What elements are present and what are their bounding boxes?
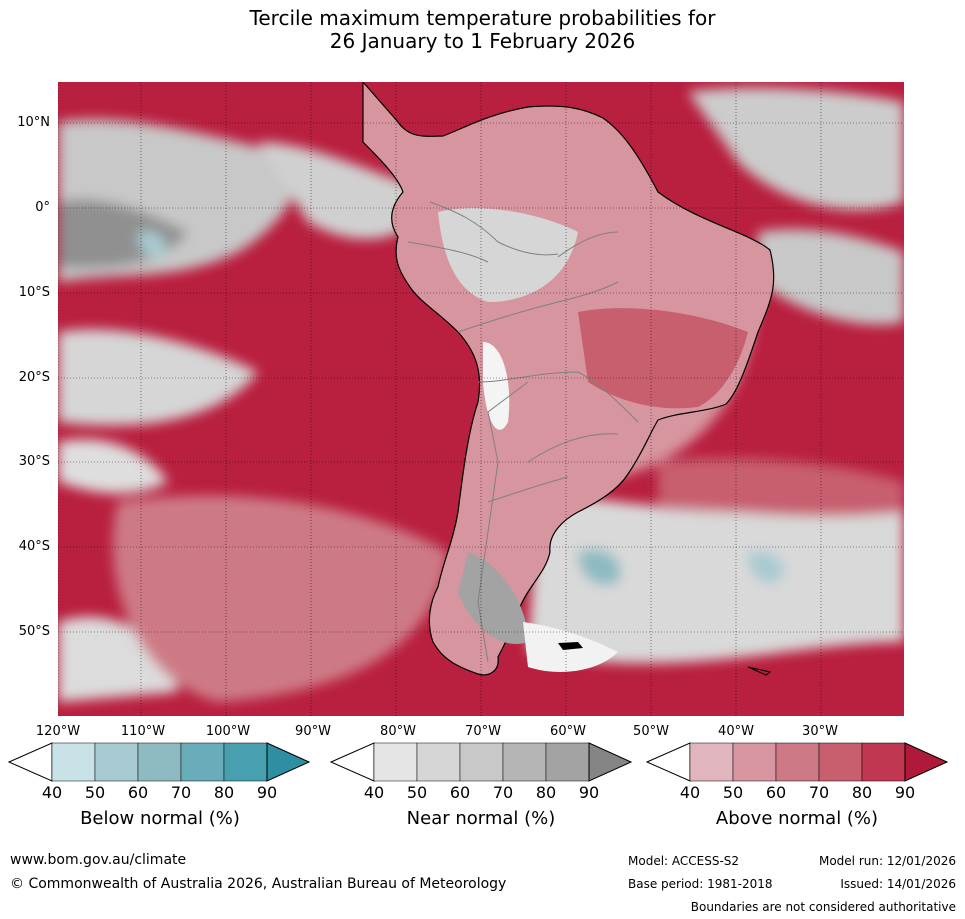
lat-label-10n: 10°N: [17, 115, 50, 130]
country-borders: [407, 201, 639, 663]
colorbar-below-max-arrow: [266, 742, 310, 782]
near-normal-zone-ne: [688, 87, 904, 210]
lat-label-50s: 50°S: [18, 624, 50, 639]
near-normal-zone-sw: [58, 616, 178, 702]
colorbar-near-normal: [330, 742, 632, 782]
near-normal-zone-west2: [58, 439, 168, 494]
colorbar-above-tick: 50: [722, 783, 744, 802]
lat-label-0: 0°: [35, 200, 50, 215]
colorbar-above-tick: 60: [765, 783, 787, 802]
colorbar-above-segment-2: [732, 742, 777, 782]
lat-label-10s: 10°S: [18, 285, 50, 300]
colorbar-below-tick: 70: [170, 783, 192, 802]
near-normal-zone-west: [58, 329, 258, 426]
below-normal-patch-3: [137, 231, 167, 258]
colorbar-above-title: Above normal (%): [715, 808, 879, 829]
colorbar-below-segment-4: [180, 742, 225, 782]
colorbar-near-tick: 40: [363, 783, 385, 802]
colorbar-near-title: Near normal (%): [406, 808, 556, 829]
colorbar-near-max-arrow: [588, 742, 632, 782]
colorbar-below-segment-2: [94, 742, 139, 782]
lon-label-90w: 90°W: [295, 724, 331, 739]
lat-label-20s: 20°S: [18, 370, 50, 385]
colorbar-above-segment-5: [861, 742, 906, 782]
colorbar-below-segment-1: [51, 742, 96, 782]
colorbar-near-tick: 90: [578, 783, 600, 802]
colorbar-below-min-arrow: [8, 742, 53, 782]
lon-label-60w: 60°W: [550, 724, 586, 739]
below-normal-patch-2: [747, 551, 784, 583]
colorbar-below-title: Below normal (%): [80, 808, 240, 829]
colorbar-near-segment-5: [545, 742, 590, 782]
colorbar-near-segment-4: [502, 742, 547, 782]
colorbar-near-segment-2: [416, 742, 461, 782]
colorbar-above-segment-1: [689, 742, 734, 782]
south-georgia: [747, 666, 772, 676]
map-title-line2: 26 January to 1 February 2026: [329, 29, 636, 53]
lon-label-30w: 30°W: [802, 724, 838, 739]
footer-disclaimer: Boundaries are not considered authoritat…: [690, 900, 956, 914]
lon-label-70w: 70°W: [465, 724, 501, 739]
colorbar-below-tick: 80: [213, 783, 235, 802]
near-normal-zone-east: [758, 229, 904, 325]
graticule: [58, 82, 904, 716]
colorbar-below-tick: 60: [127, 783, 149, 802]
colorbar-above-segment-4: [818, 742, 863, 782]
lon-label-120w: 120°W: [35, 724, 81, 739]
colorbar-below-segment-3: [137, 742, 182, 782]
colorbar-above-segment-3: [775, 742, 820, 782]
footer-copyright: © Commonwealth of Australia 2026, Austra…: [10, 876, 507, 892]
footer-base-period: Base period: 1981-2018: [628, 877, 773, 891]
colorbar-above-tick: 40: [679, 783, 701, 802]
above-normal-zone-eastern: [658, 458, 904, 517]
colorbar-below-tick: 50: [84, 783, 106, 802]
lat-label-30s: 30°S: [18, 454, 50, 469]
below-normal-patch-1: [578, 549, 621, 586]
colorbar-near-tick: 80: [535, 783, 557, 802]
colorbar-above-max-arrow: [904, 742, 948, 782]
land-patagonia-near: [458, 552, 528, 644]
colorbar-near-tick: 60: [449, 783, 471, 802]
falkland-islands: [558, 642, 583, 650]
colorbar-below-normal: [8, 742, 310, 782]
map-title-line1: Tercile maximum temperature probabilitie…: [249, 6, 716, 30]
colorbar-near-segment-1: [373, 742, 418, 782]
colorbar-above-tick: 80: [851, 783, 873, 802]
footer-model-run: Model run: 12/01/2026: [818, 854, 956, 868]
colorbar-near-min-arrow: [330, 742, 375, 782]
lat-label-40s: 40°S: [18, 539, 50, 554]
colorbar-below-segment-5: [223, 742, 268, 782]
footer-model: Model: ACCESS-S2: [628, 854, 740, 868]
land-dark-red-east: [578, 308, 748, 409]
lon-label-100w: 100°W: [205, 724, 251, 739]
colorbar-near-tick: 70: [492, 783, 514, 802]
footer-issued: Issued: 14/01/2026: [840, 877, 956, 891]
lon-label-50w: 50°W: [633, 724, 669, 739]
colorbar-below-tick: 40: [41, 783, 63, 802]
lon-label-80w: 80°W: [380, 724, 416, 739]
colorbar-above-tick: 90: [894, 783, 916, 802]
colorbar-below-tick: 90: [256, 783, 278, 802]
colorbar-above-tick: 70: [808, 783, 830, 802]
lon-label-40w: 40°W: [718, 724, 754, 739]
colorbar-near-tick: 50: [406, 783, 428, 802]
colorbar-above-normal: [646, 742, 948, 782]
lon-label-110w: 110°W: [120, 724, 166, 739]
footer-url[interactable]: www.bom.gov.au/climate: [10, 852, 187, 868]
colorbar-near-segment-3: [459, 742, 504, 782]
near-normal-zone-south: [528, 492, 904, 664]
land-white-andes: [483, 342, 510, 430]
colorbar-above-min-arrow: [646, 742, 691, 782]
land-near-normal-amazon: [438, 208, 578, 302]
probability-map: [58, 82, 904, 716]
